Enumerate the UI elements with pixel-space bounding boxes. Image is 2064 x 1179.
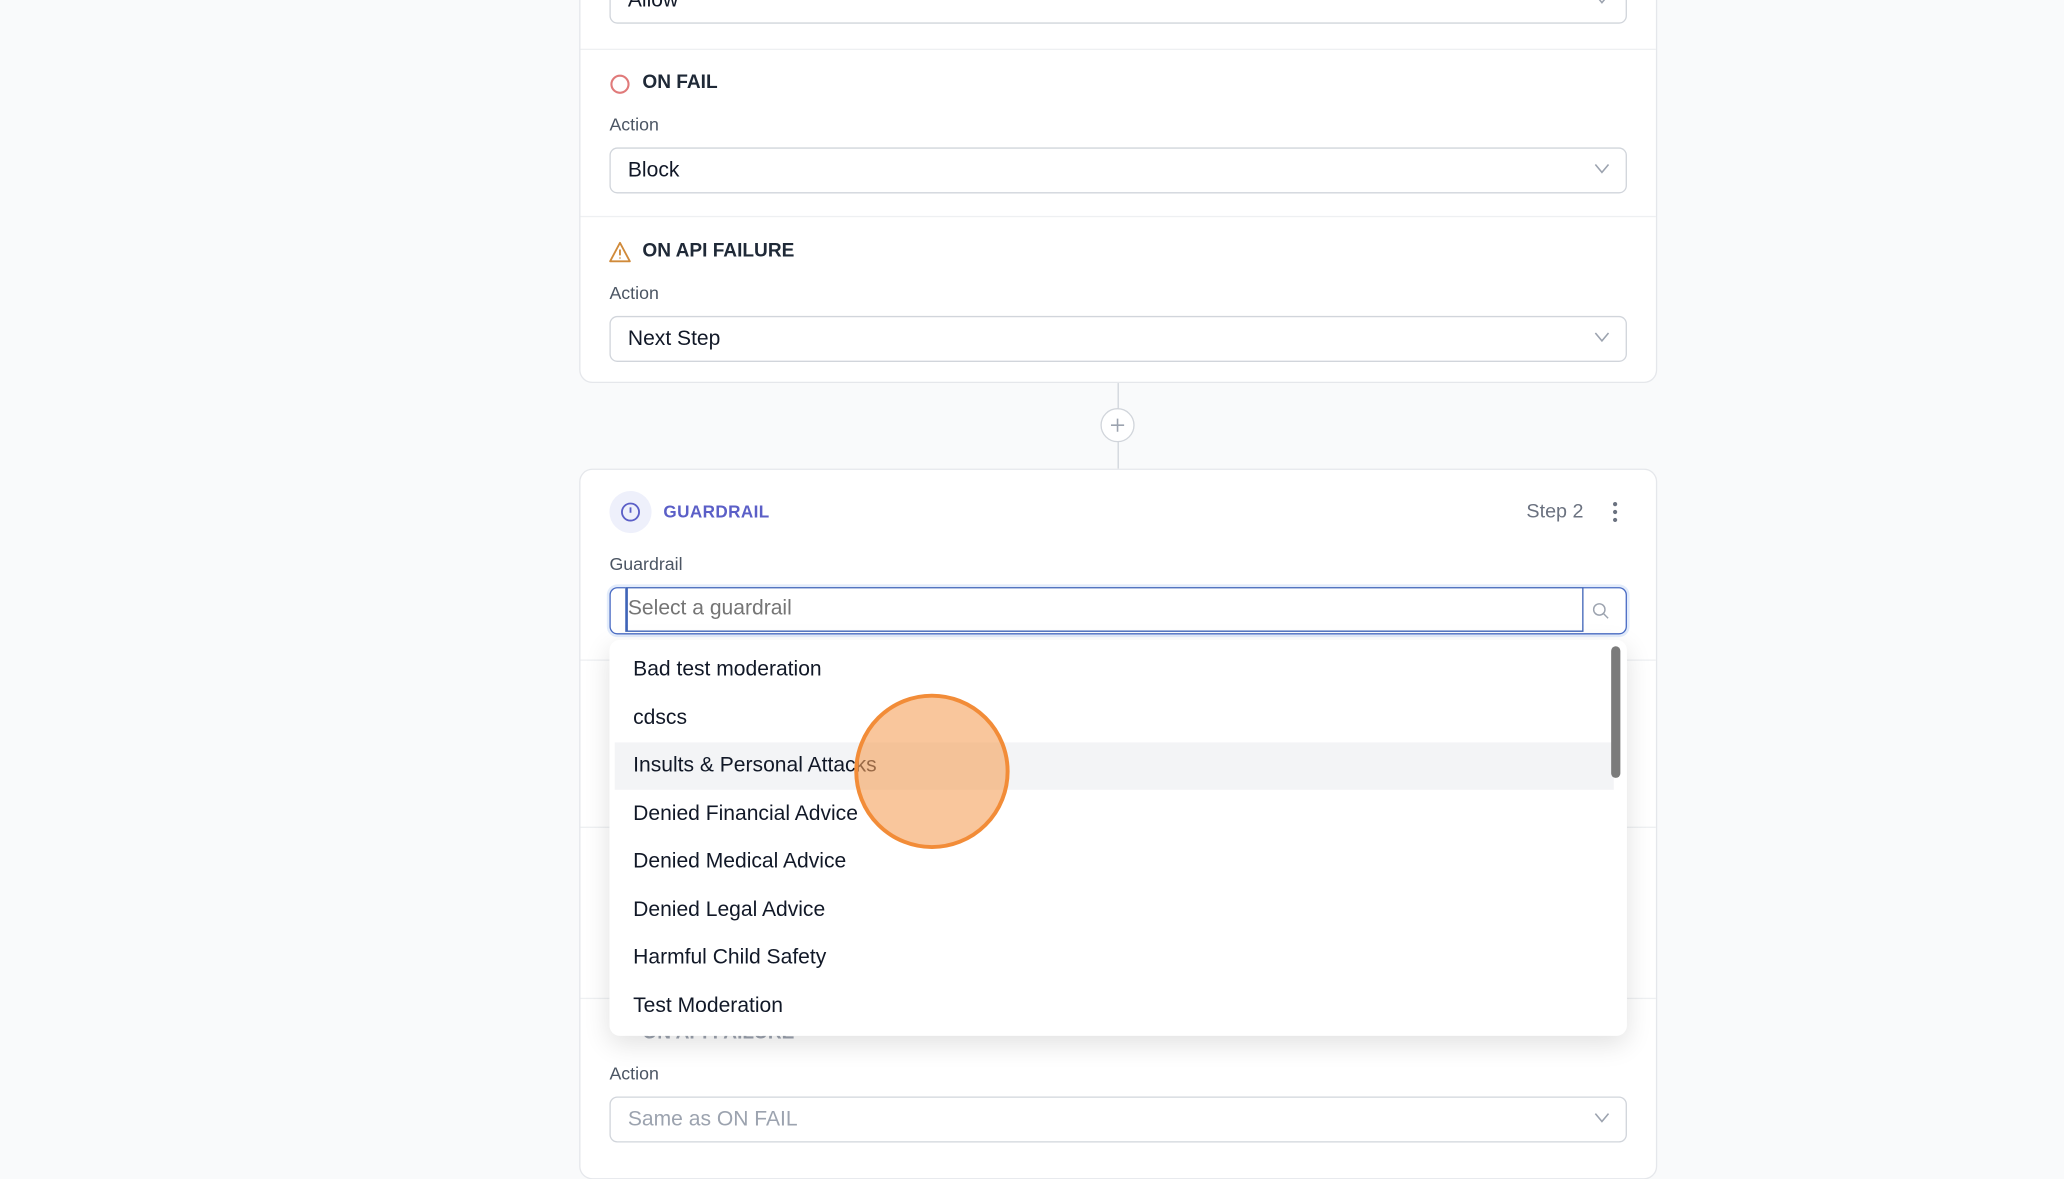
more-options-icon[interactable] xyxy=(1611,500,1619,524)
action-label: Action xyxy=(609,114,659,135)
on-api-failure-title: ON API FAILURE xyxy=(642,240,795,262)
dropdown-option[interactable]: Denied Legal Advice xyxy=(633,898,826,921)
chevron-down-icon xyxy=(1594,332,1610,343)
chevron-down-icon xyxy=(1594,1113,1610,1123)
dropdown-option[interactable]: Test Moderation xyxy=(633,994,783,1017)
dropdown-option[interactable]: Denied Financial Advice xyxy=(633,802,858,825)
step-1-card: Allow ON FAIL Action Block ON API FAILUR… xyxy=(579,0,1658,384)
add-step-button[interactable] xyxy=(1100,408,1135,443)
on-fail-action-select[interactable]: Block xyxy=(609,147,1627,194)
cursor-highlight xyxy=(854,693,1010,850)
circle-icon xyxy=(610,74,630,94)
dropdown-option[interactable]: cdscs xyxy=(633,706,687,729)
workflow-canvas: Allow ON FAIL Action Block ON API FAILUR… xyxy=(579,0,1658,1179)
dropdown-scrollbar[interactable] xyxy=(1611,646,1621,778)
plus-icon xyxy=(1110,418,1125,432)
top-action-value: Allow xyxy=(627,0,679,12)
guardrail-label: Guardrail xyxy=(609,554,683,574)
dropdown-option[interactable]: Insults & Personal Attacks xyxy=(614,742,1614,790)
search-icon[interactable] xyxy=(1591,602,1609,620)
on-fail-action-value: Block xyxy=(627,159,680,182)
alert-circle-icon xyxy=(621,502,640,522)
on-api-failure-placeholder: Same as ON FAIL xyxy=(627,1108,798,1131)
chevron-down-icon xyxy=(1598,0,1606,4)
dropdown-option[interactable]: Harmful Child Safety xyxy=(633,946,827,969)
dropdown-option[interactable]: Bad test moderation xyxy=(633,658,822,681)
action-label: Action xyxy=(609,1063,659,1084)
on-api-failure-action-select[interactable]: Next Step xyxy=(609,315,1627,362)
step2-on-api-failure-select[interactable]: Same as ON FAIL xyxy=(609,1096,1627,1143)
guardrail-search-input[interactable] xyxy=(625,587,1584,632)
step-type-label: GUARDRAIL xyxy=(663,501,770,522)
action-label: Action xyxy=(609,283,659,303)
top-action-select[interactable]: Allow xyxy=(609,0,1627,24)
dropdown-option[interactable]: Denied Medical Advice xyxy=(633,850,847,873)
guardrail-dropdown: Bad test moderation cdscs Insults & Person… xyxy=(609,639,1627,1036)
warning-icon xyxy=(609,241,631,263)
chevron-down-icon xyxy=(1594,164,1610,174)
guardrail-search-field[interactable] xyxy=(609,587,1627,635)
on-fail-title: ON FAIL xyxy=(642,72,718,94)
guardrail-icon-badge xyxy=(609,490,652,534)
on-api-failure-action-value: Next Step xyxy=(627,327,721,351)
step-number: Step 2 xyxy=(1526,500,1584,523)
